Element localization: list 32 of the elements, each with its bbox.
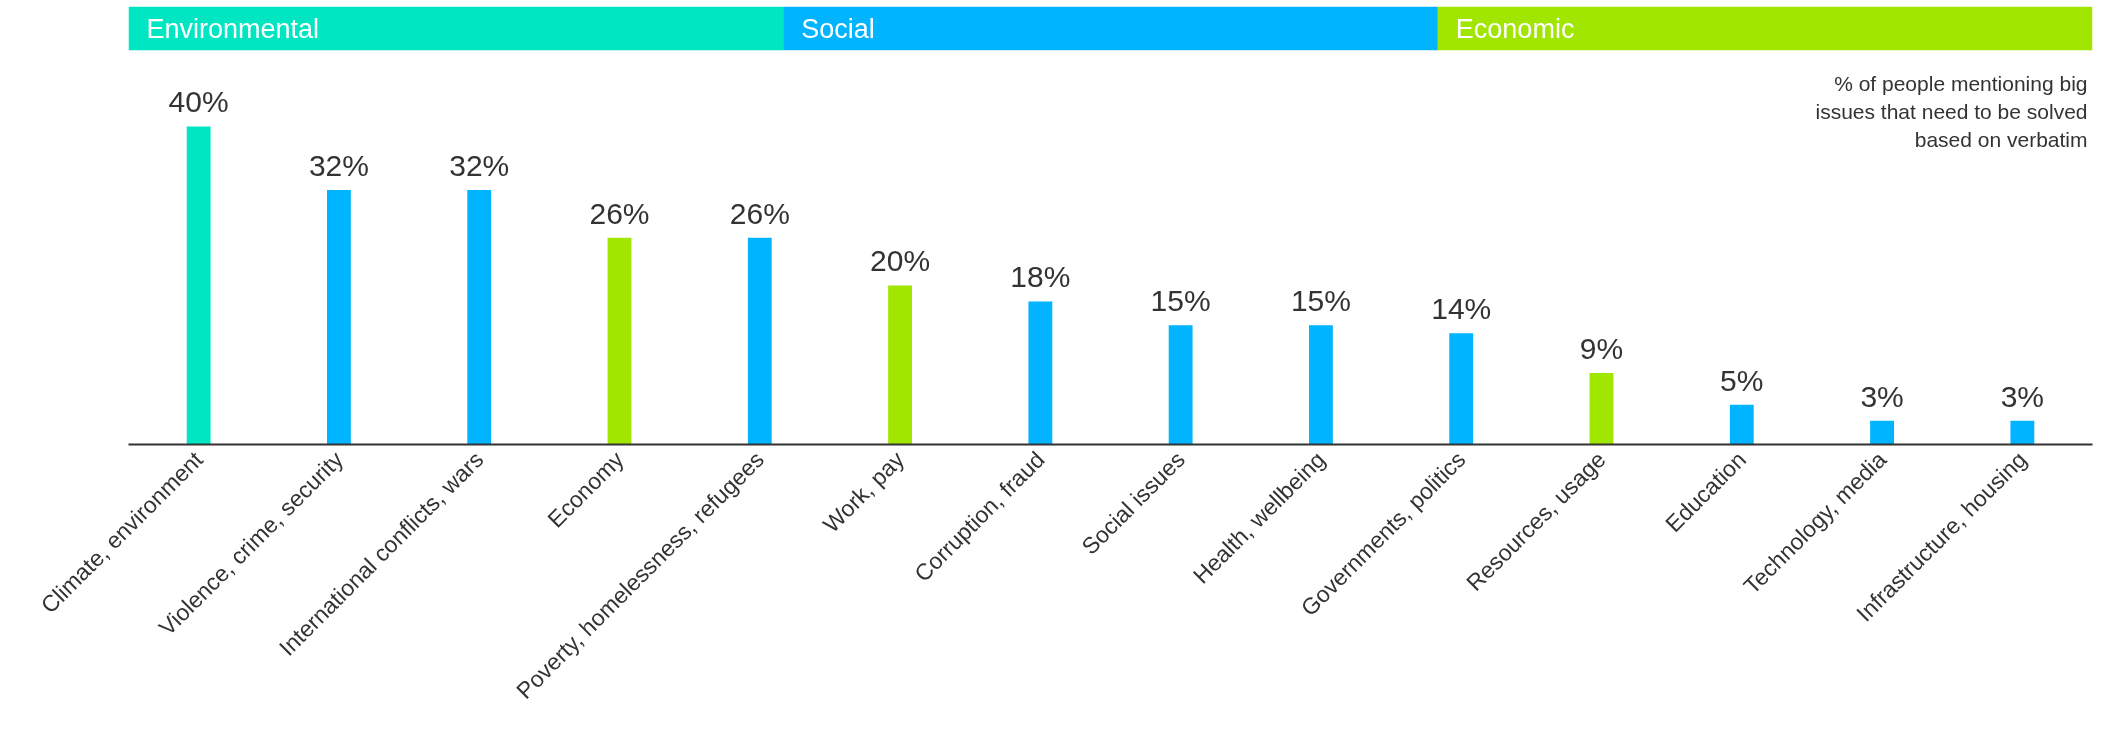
bar [1168,325,1193,445]
data-label: 9% [1579,331,1624,365]
bar [327,190,351,445]
data-label: 20% [870,244,931,278]
data-label: 32% [308,149,369,183]
bar [1870,420,1894,445]
text: Environmental [146,13,320,44]
data-label: 15% [1290,284,1351,318]
bar [467,190,492,445]
bar [747,237,772,445]
bar [1589,372,1614,445]
data-label: 3% [1860,379,1904,413]
bar [186,126,211,445]
bar [1729,404,1754,445]
data-label: 18% [1010,260,1071,294]
annotation: % of people mentioning big issues that need to be solved based on verbatim [1815,72,2088,151]
bar [1309,325,1333,445]
data-label: 40% [168,85,229,119]
data-label: 5% [1720,363,1764,397]
text: Social [801,13,875,44]
bar [1028,301,1053,445]
data-label: 26% [589,196,650,230]
bar [2010,420,2035,445]
data-label: 14% [1431,292,1492,326]
text: Economic [1455,13,1575,44]
data-label: 26% [729,196,790,230]
data-label: 3% [2000,379,2045,413]
bar [607,237,632,445]
data-label: 15% [1150,284,1211,318]
bar [1449,333,1474,445]
bar [888,285,912,445]
data-label: 32% [449,149,510,183]
